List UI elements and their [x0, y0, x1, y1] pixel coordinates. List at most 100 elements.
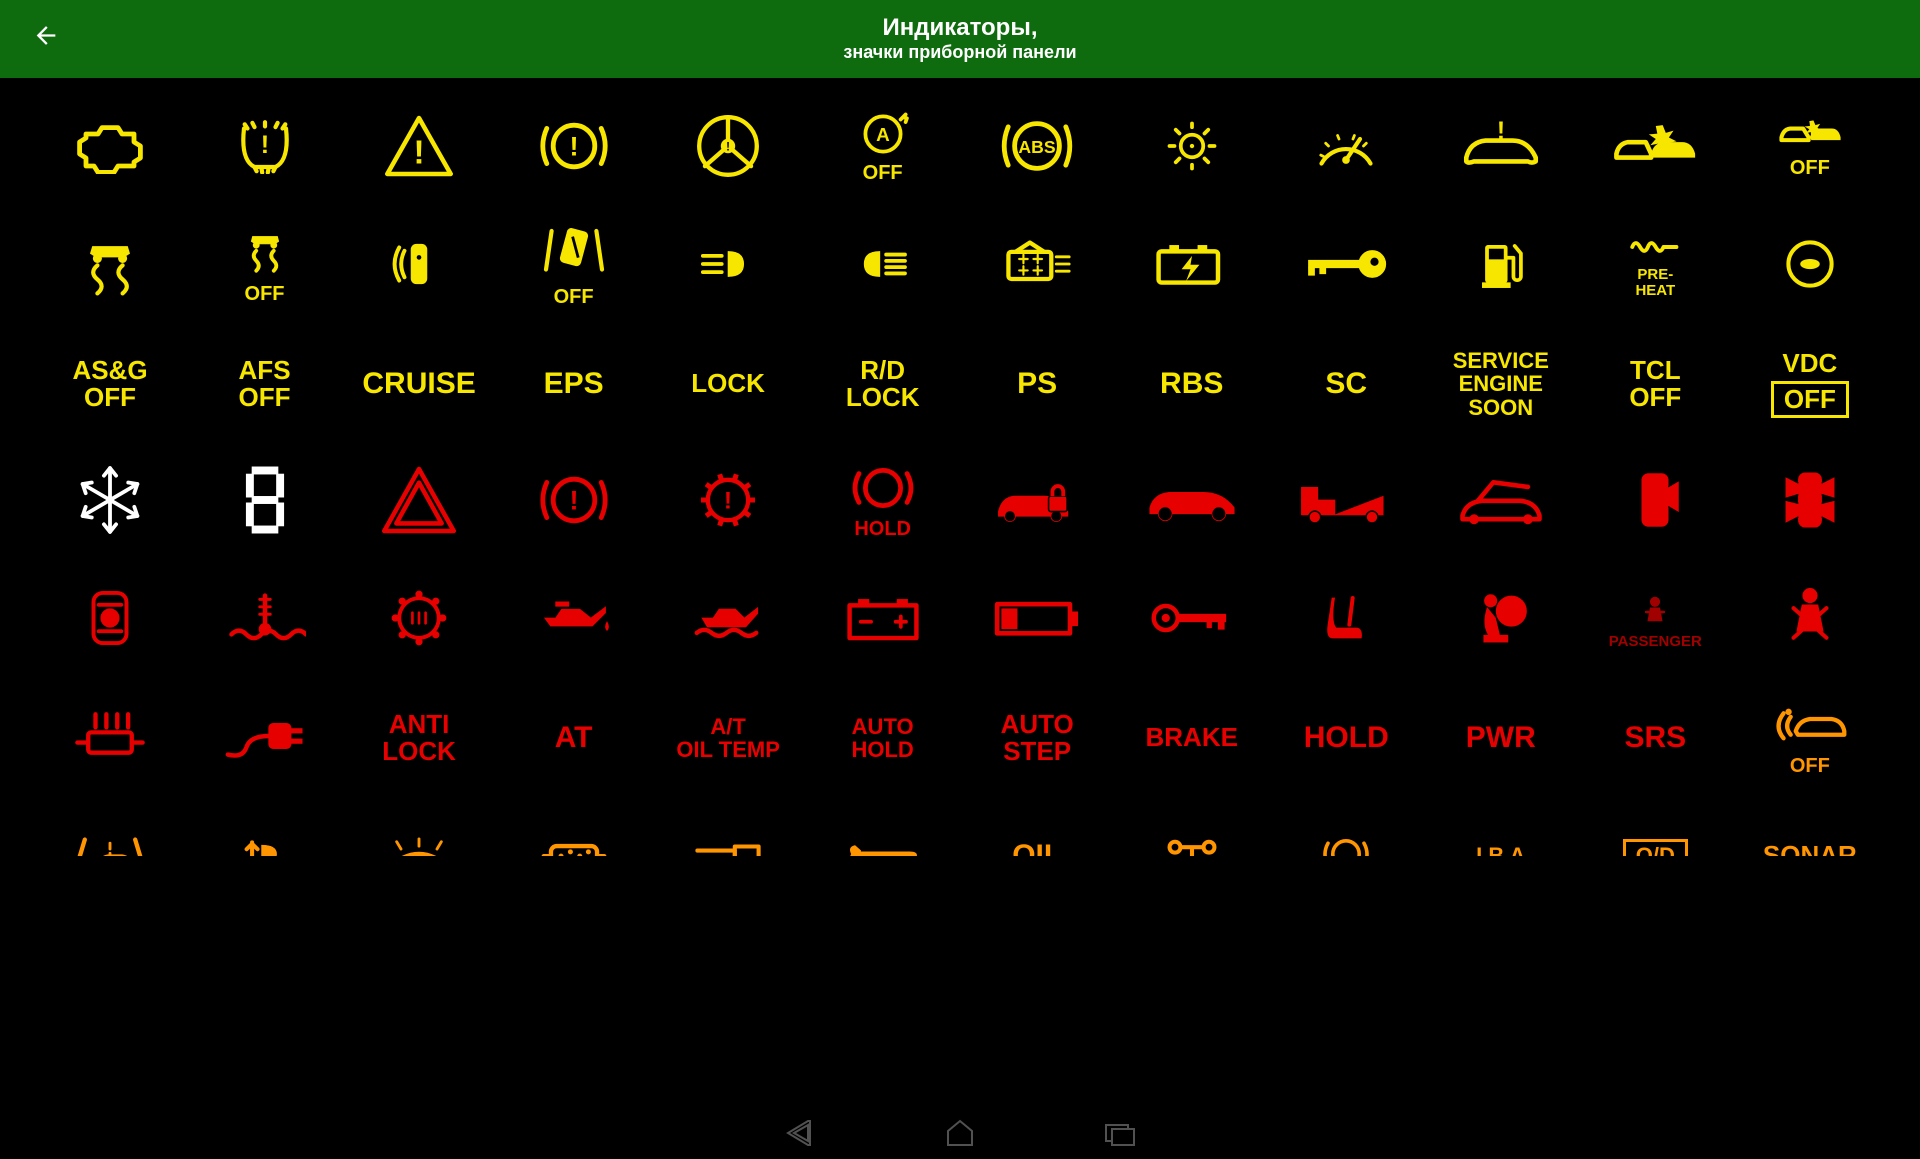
traction-control-icon[interactable]: [40, 216, 180, 316]
rd-lock-label[interactable]: R/D LOCK: [813, 334, 953, 434]
battery-icon[interactable]: [813, 570, 953, 670]
battery-low-icon[interactable]: [967, 570, 1107, 670]
collision-warning-icon[interactable]: [1585, 98, 1725, 198]
fog-light-front-icon[interactable]: [658, 216, 798, 316]
oil-label[interactable]: OIL: [967, 806, 1107, 856]
oil-pressure-icon[interactable]: [504, 570, 644, 670]
service-wrench-icon[interactable]: [813, 806, 953, 856]
auto-step-label[interactable]: AUTO STEP: [967, 688, 1107, 788]
hazard-triangle-icon[interactable]: [349, 452, 489, 552]
bsm-off-icon[interactable]: OFF: [1740, 688, 1880, 788]
abs-icon-glyph: ABS: [995, 114, 1079, 183]
auto-hold-label[interactable]: AUTO HOLD: [813, 688, 953, 788]
trailer-icon[interactable]: [658, 806, 798, 856]
fog-light-rear-icon[interactable]: [813, 216, 953, 316]
car-side-icon[interactable]: [1122, 452, 1262, 552]
tcl-off-label[interactable]: TCL OFF: [1585, 334, 1725, 434]
doors-open-icon[interactable]: [1740, 452, 1880, 552]
digit-8-icon[interactable]: [195, 452, 335, 552]
seatbelt-icon[interactable]: [1740, 570, 1880, 670]
auto-start-stop-off-icon[interactable]: AOFF: [813, 98, 953, 198]
parking-brake-icon[interactable]: [1276, 806, 1416, 856]
nav-recent-icon[interactable]: [1100, 1117, 1140, 1149]
brake-warning-icon[interactable]: !: [504, 98, 644, 198]
eps-label[interactable]: EPS: [504, 334, 644, 434]
transmission-warning-icon[interactable]: !: [658, 452, 798, 552]
iba-label[interactable]: I B A: [1431, 806, 1571, 856]
door-ajar-icon[interactable]: [1585, 452, 1725, 552]
immobilizer-icon[interactable]: [967, 452, 1107, 552]
passenger-airbag-icon[interactable]: PASSENGER: [1585, 570, 1725, 670]
abs-icon[interactable]: ABS: [967, 98, 1107, 198]
nav-back-icon[interactable]: [780, 1117, 820, 1149]
ps-label[interactable]: PS: [967, 334, 1107, 434]
srs-label[interactable]: SRS: [1585, 688, 1725, 788]
indicator-text-label: I B A: [1476, 844, 1525, 856]
parking-sensor-icon[interactable]: [349, 216, 489, 316]
eco-icon[interactable]: [1740, 216, 1880, 316]
hood-open-icon[interactable]: [1431, 452, 1571, 552]
adaptive-light-icon[interactable]: [967, 216, 1107, 316]
warning-triangle-icon[interactable]: !: [349, 98, 489, 198]
indicator-sub-label: OFF: [1790, 756, 1830, 777]
ev-plug-icon-glyph: [220, 710, 310, 767]
rbs-label[interactable]: RBS: [1122, 334, 1262, 434]
afs-off-label[interactable]: AFS OFF: [195, 334, 335, 434]
lane-departure-off-icon-glyph: [538, 224, 610, 285]
od-label[interactable]: O/D: [1585, 806, 1725, 856]
indicator-row: ANTI LOCKATA/T OIL TEMP AUTO HOLD AUTO STE…: [40, 688, 1880, 788]
traction-off-icon[interactable]: OFF: [195, 216, 335, 316]
lane-departure-off-icon[interactable]: OFF: [504, 216, 644, 316]
steering-lock-icon[interactable]: [40, 570, 180, 670]
low-fuel-icon[interactable]: [1431, 216, 1571, 316]
airbag-icon[interactable]: [1431, 570, 1571, 670]
key-detected-icon-glyph: [1301, 245, 1391, 288]
check-engine-icon[interactable]: [40, 98, 180, 198]
hold-label[interactable]: HOLD: [1276, 688, 1416, 788]
vdc-off-label[interactable]: VDCOFF: [1740, 334, 1880, 434]
oil-temp-gear-icon[interactable]: [349, 570, 489, 670]
exterior-light-icon[interactable]: [1122, 98, 1262, 198]
coolant-temp-icon[interactable]: [195, 570, 335, 670]
catalytic-icon[interactable]: [40, 688, 180, 788]
back-button[interactable]: [32, 21, 60, 58]
seat-heater-icon[interactable]: [1276, 570, 1416, 670]
service-engine-label[interactable]: SERVICE ENGINE SOON: [1431, 334, 1571, 434]
brake-system-icon-glyph: !: [534, 468, 614, 537]
digit-8-icon-glyph: [243, 464, 287, 541]
collision-off-icon[interactable]: OFF: [1740, 98, 1880, 198]
steering-warning-icon[interactable]: !: [658, 98, 798, 198]
at-label[interactable]: AT: [504, 688, 644, 788]
brake-hold-icon[interactable]: HOLD: [813, 452, 953, 552]
tire-pressure-icon[interactable]: !: [195, 98, 335, 198]
key-warning-icon[interactable]: [1122, 570, 1262, 670]
battery-charge-icon[interactable]: [1122, 216, 1262, 316]
dpf-icon[interactable]: [504, 806, 644, 856]
speed-limiter-icon[interactable]: [1276, 98, 1416, 198]
oil-level-icon[interactable]: [658, 570, 798, 670]
tow-truck-icon-glyph: [1294, 474, 1398, 531]
ev-plug-icon[interactable]: [195, 688, 335, 788]
at-oil-temp-label[interactable]: A/T OIL TEMP: [658, 688, 798, 788]
indicator-text-label: SONAR: [1763, 842, 1857, 856]
pwr-label[interactable]: PWR: [1431, 688, 1571, 788]
washer-fluid-icon[interactable]: [349, 806, 489, 856]
glow-plug-preheat-icon[interactable]: PRE- HEAT: [1585, 216, 1725, 316]
brake-label[interactable]: BRAKE: [1122, 688, 1262, 788]
nav-home-icon[interactable]: [940, 1117, 980, 1149]
tow-truck-icon[interactable]: [1276, 452, 1416, 552]
cruise-label[interactable]: CRUISE: [349, 334, 489, 434]
key-detected-icon[interactable]: [1276, 216, 1416, 316]
lock-label[interactable]: LOCK: [658, 334, 798, 434]
brake-system-icon[interactable]: !: [504, 452, 644, 552]
frost-warning-icon[interactable]: [40, 452, 180, 552]
asg-off-label[interactable]: AS&G OFF: [40, 334, 180, 434]
car-warning-icon[interactable]: !: [1431, 98, 1571, 198]
indicator-text-label: AUTO HOLD: [851, 715, 913, 761]
sc-label[interactable]: SC: [1276, 334, 1416, 434]
lane-assist-icon[interactable]: [40, 806, 180, 856]
anti-lock-label[interactable]: ANTI LOCK: [349, 688, 489, 788]
awd-icon[interactable]: [1122, 806, 1262, 856]
sonar-label[interactable]: SONAR: [1740, 806, 1880, 856]
headlight-level-icon[interactable]: [195, 806, 335, 856]
